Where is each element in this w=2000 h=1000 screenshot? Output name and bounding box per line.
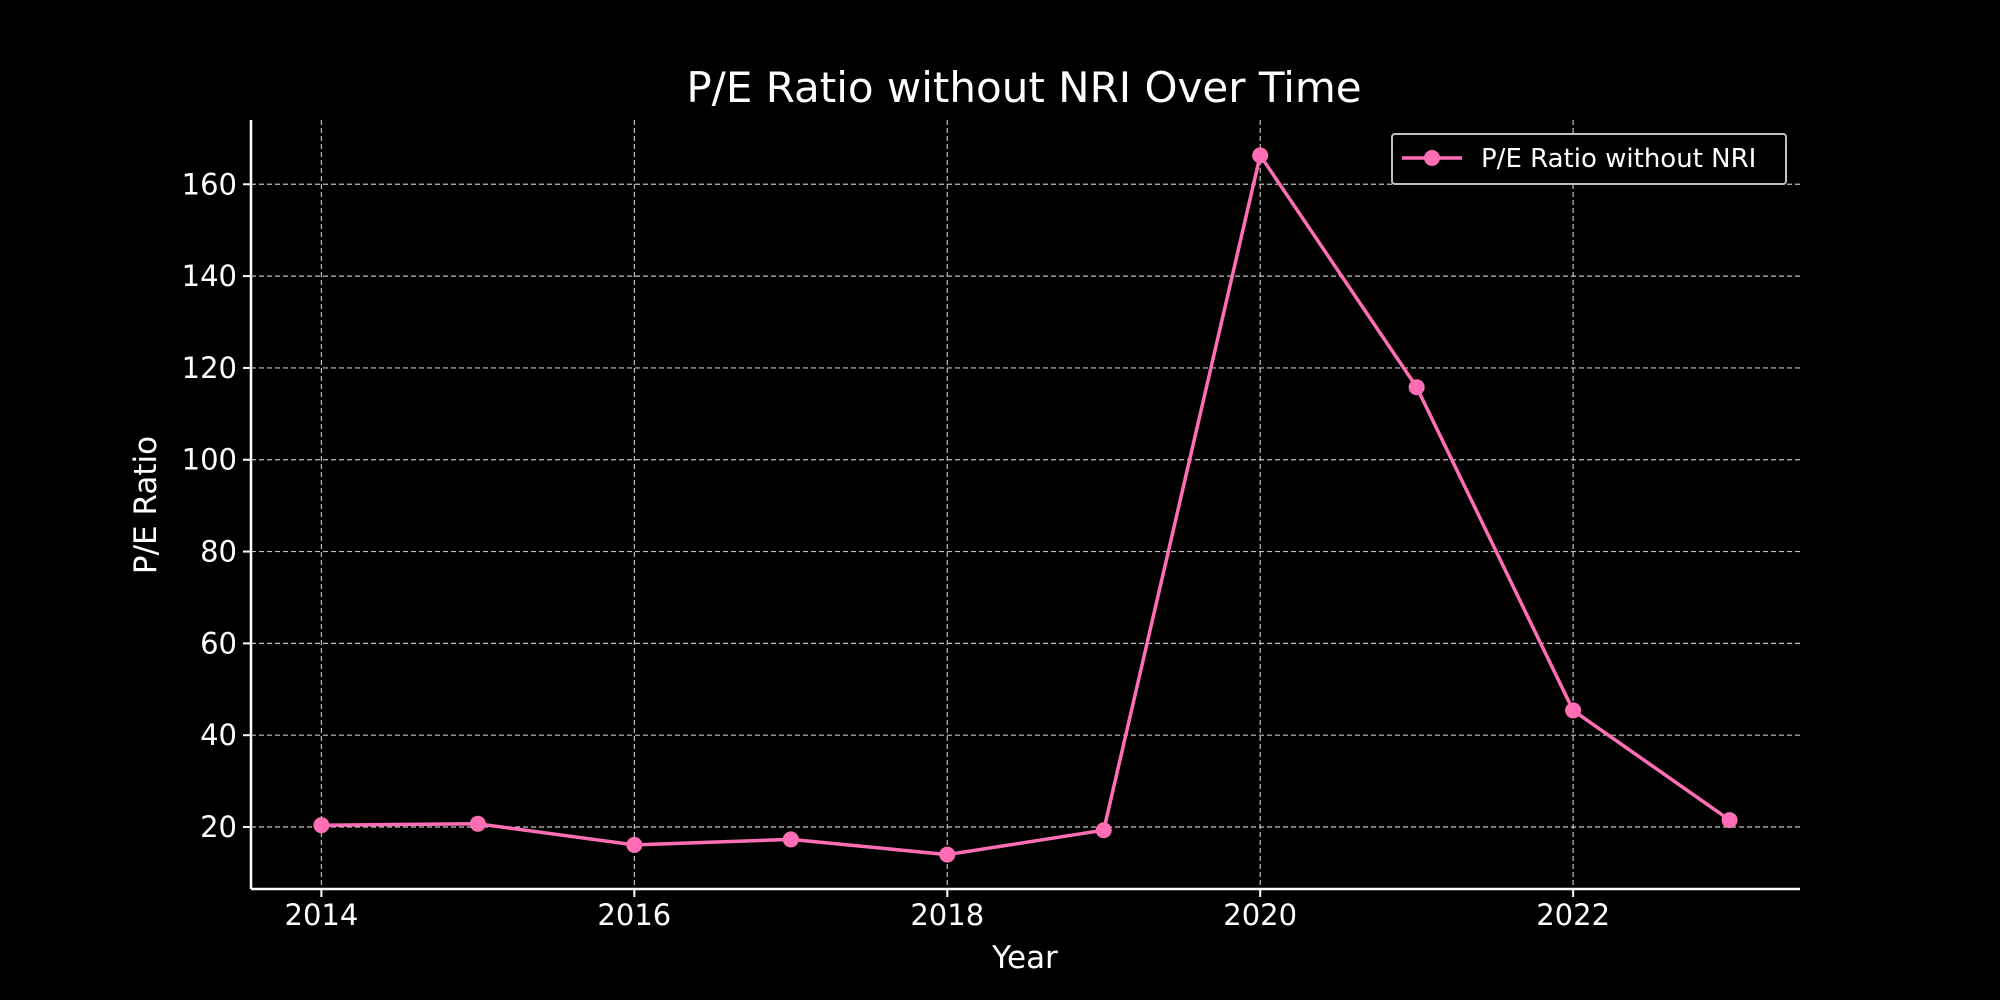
data-point: [1565, 702, 1582, 719]
legend-label: P/E Ratio without NRI: [1481, 144, 1756, 174]
series-line: [321, 153, 1731, 857]
chart-title: P/E Ratio without NRI Over Time: [686, 63, 1361, 112]
data-point: [939, 846, 956, 863]
y-tick-label: 120: [182, 351, 237, 385]
x-tick-label: 2020: [1223, 898, 1297, 932]
data-point: [1095, 822, 1112, 839]
y-axis-title: P/E Ratio: [128, 436, 164, 574]
y-tick-label: 40: [200, 718, 237, 752]
x-tick-label: 2022: [1536, 898, 1610, 932]
y-tick-label: 80: [200, 535, 237, 569]
legend-marker: [1424, 150, 1440, 166]
series: [313, 147, 1738, 863]
data-point: [1721, 812, 1738, 829]
x-tick-label: 2014: [285, 898, 359, 932]
y-tick-label: 140: [182, 259, 237, 293]
x-tick-label: 2018: [910, 898, 984, 932]
data-point: [782, 831, 799, 848]
x-tick-label: 2016: [597, 898, 671, 932]
data-point: [1408, 379, 1425, 396]
data-point: [469, 815, 486, 832]
y-tick-label: 20: [200, 810, 237, 844]
data-point: [1252, 147, 1269, 164]
legend: P/E Ratio without NRI: [1391, 133, 1787, 185]
y-tick-label: 100: [182, 443, 237, 477]
y-tick-label: 60: [200, 626, 237, 660]
data-point: [313, 817, 330, 834]
tick-labels: 2014 2016 2018 2020 2022 20 40 60 80 100 120 140 160: [182, 167, 1610, 932]
data-point: [626, 836, 643, 853]
y-tick-label: 160: [182, 167, 237, 201]
x-axis-title: Year: [991, 940, 1058, 976]
axes: [243, 120, 1800, 897]
legend-box: [1391, 133, 1787, 185]
